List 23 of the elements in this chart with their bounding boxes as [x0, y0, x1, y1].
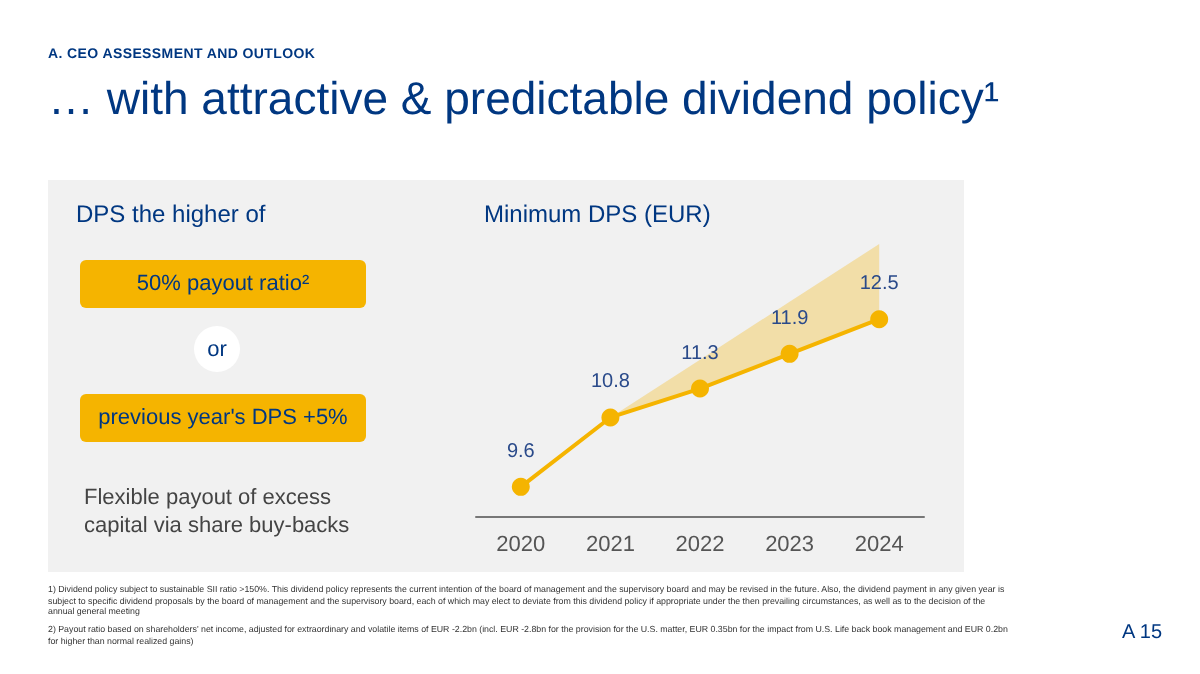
text: Flexible payout of excess capital via share buy-backs [84, 484, 352, 540]
point [780, 344, 799, 363]
data-label: 10.8 [590, 371, 631, 394]
x-tick-label: 2020 [496, 533, 546, 557]
point [870, 310, 889, 329]
data-label: 11.3 [681, 342, 720, 365]
x-tick-label: 2024 [854, 533, 904, 557]
text: previous year's DPS +5% [80, 394, 366, 442]
text: DPS the higher of [76, 200, 266, 228]
data-label: 12.5 [859, 273, 900, 296]
x-tick-label: 2023 [765, 533, 815, 557]
point [601, 408, 620, 427]
text: or [194, 326, 240, 372]
y-axis-title: Minimum DPS (EUR) [484, 200, 711, 228]
data-label: 9.6 [506, 440, 536, 463]
chart-title: … with attractive & predictable dividend policy¹ [48, 72, 1000, 126]
text: 50% payout ratio² [80, 260, 366, 308]
point [691, 379, 709, 398]
x-tick-label: 2021 [585, 533, 635, 557]
point [511, 477, 530, 496]
text: A 15 [1122, 622, 1163, 644]
data-label: 11.9 [770, 307, 810, 330]
x-tick-label: 2022 [675, 533, 725, 557]
